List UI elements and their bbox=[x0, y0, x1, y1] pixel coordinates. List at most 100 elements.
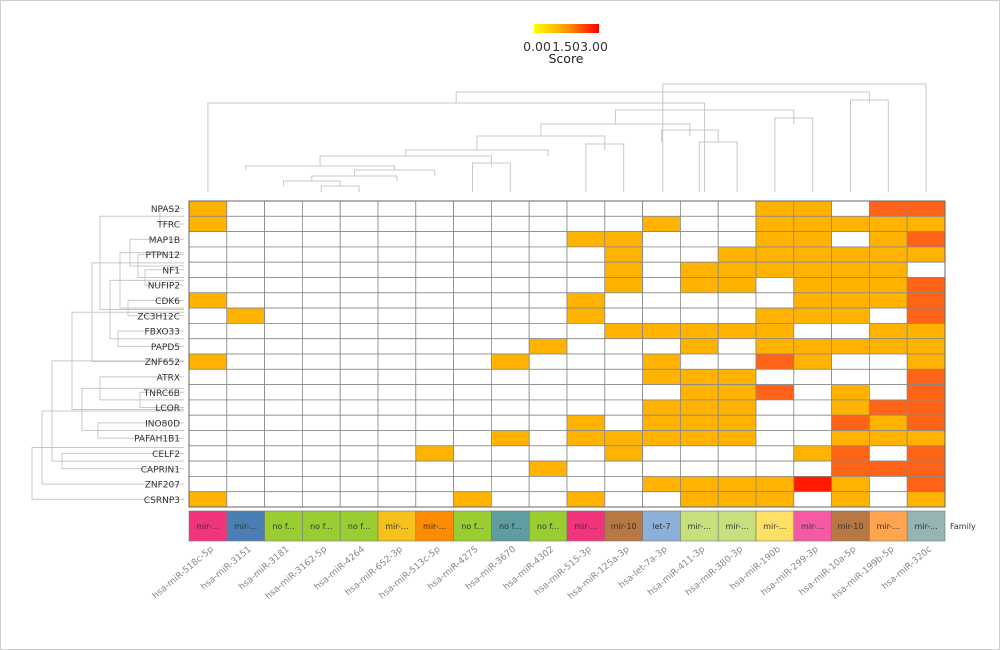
heatmap-cell bbox=[453, 307, 492, 324]
heatmap-cell bbox=[755, 460, 795, 477]
heatmap-cell bbox=[453, 475, 492, 493]
heatmap-cell bbox=[377, 475, 417, 493]
heatmap-cell bbox=[906, 414, 946, 431]
heatmap-cell bbox=[680, 292, 719, 309]
heatmap-cell bbox=[680, 384, 719, 401]
family-label: let-7 bbox=[652, 522, 670, 531]
dendrogram-link bbox=[662, 83, 927, 192]
heatmap-cell bbox=[793, 414, 832, 431]
family-swatch bbox=[869, 510, 908, 542]
heatmap-cell bbox=[301, 215, 341, 233]
column-label: hsa-miR-518c-5p bbox=[151, 544, 216, 601]
heatmap-cell bbox=[680, 200, 719, 217]
heatmap-cell bbox=[226, 200, 266, 217]
heatmap-cell bbox=[226, 215, 266, 233]
heatmap-cell bbox=[831, 277, 870, 294]
family-label: mir-... bbox=[423, 522, 446, 531]
heatmap-cell bbox=[680, 277, 719, 294]
heatmap-cell bbox=[642, 200, 681, 217]
heatmap-cell bbox=[339, 277, 379, 294]
heatmap-cell bbox=[642, 322, 681, 340]
heatmap-cell bbox=[415, 261, 454, 278]
row-label: LCOR bbox=[155, 404, 180, 414]
heatmap-cell bbox=[869, 246, 908, 263]
heatmap-cell bbox=[226, 475, 266, 493]
heatmap-cell bbox=[717, 491, 757, 508]
heatmap-cell bbox=[490, 277, 530, 294]
heatmap-cell bbox=[869, 307, 908, 324]
heatmap-cell bbox=[528, 430, 568, 447]
heatmap-cell bbox=[642, 215, 681, 233]
heatmap-cell bbox=[680, 491, 719, 508]
heatmap-cell bbox=[415, 414, 454, 431]
heatmap-cell bbox=[604, 353, 643, 370]
heatmap-cell bbox=[490, 215, 530, 233]
heatmap-cell bbox=[869, 384, 908, 401]
heatmap-cell bbox=[566, 353, 606, 370]
row-label: PAFAH1B1 bbox=[134, 435, 180, 445]
heatmap-cell bbox=[453, 200, 492, 217]
heatmap-cell bbox=[188, 261, 228, 278]
heatmap-cell bbox=[566, 399, 606, 416]
heatmap-cell bbox=[226, 491, 266, 508]
legend-gradient-bar bbox=[534, 24, 599, 33]
heatmap-cell bbox=[869, 200, 908, 217]
heatmap-cell bbox=[377, 261, 417, 278]
heatmap-cell bbox=[906, 200, 946, 217]
heatmap-cell bbox=[642, 399, 681, 416]
heatmap-cell bbox=[188, 475, 228, 493]
heatmap-cell bbox=[264, 246, 303, 263]
heatmap-cell bbox=[831, 430, 870, 447]
heatmap-cell bbox=[339, 399, 379, 416]
heatmap-cell bbox=[528, 368, 568, 385]
heatmap-cell bbox=[566, 200, 606, 217]
heatmap-cell bbox=[793, 322, 832, 340]
family-swatch bbox=[680, 510, 719, 542]
heatmap-cell bbox=[642, 430, 681, 447]
heatmap-cell bbox=[717, 414, 757, 431]
heatmap-cell bbox=[831, 414, 870, 431]
heatmap-cell bbox=[528, 384, 568, 401]
heatmap-cell bbox=[869, 414, 908, 431]
heatmap-cell bbox=[453, 292, 492, 309]
heatmap-cell bbox=[188, 445, 228, 462]
heatmap-cell bbox=[301, 322, 341, 340]
heatmap-cell bbox=[415, 231, 454, 248]
family-swatch bbox=[793, 510, 832, 542]
heatmap-cell bbox=[717, 460, 757, 477]
dendrogram-link bbox=[245, 165, 395, 170]
heatmap-cell bbox=[717, 261, 757, 278]
heatmap-cell bbox=[604, 322, 643, 340]
legend-tick-label: 3.00 bbox=[580, 39, 608, 54]
heatmap-cell bbox=[604, 399, 643, 416]
heatmap-cell bbox=[869, 460, 908, 477]
heatmap-cell bbox=[301, 368, 341, 385]
heatmap-cell bbox=[339, 231, 379, 248]
heatmap-cell bbox=[264, 475, 303, 493]
legend-tick-label: 1.50 bbox=[552, 39, 580, 54]
heatmap-cell bbox=[680, 475, 719, 493]
heatmap-cell bbox=[490, 307, 530, 324]
heatmap-cell bbox=[226, 307, 266, 324]
heatmap-cell bbox=[755, 261, 795, 278]
heatmap-cell bbox=[490, 200, 530, 217]
row-dendrogram bbox=[31, 208, 184, 500]
heatmap-cell bbox=[377, 322, 417, 340]
heatmap-cell bbox=[831, 215, 870, 233]
heatmap-cell bbox=[490, 353, 530, 370]
heatmap-cell bbox=[566, 261, 606, 278]
heatmap-cell bbox=[490, 430, 530, 447]
heatmap-cell bbox=[604, 307, 643, 324]
heatmap-cell bbox=[566, 491, 606, 508]
heatmap-cell bbox=[528, 261, 568, 278]
heatmap-cell bbox=[906, 353, 946, 370]
heatmap-cell bbox=[377, 246, 417, 263]
heatmap-cell bbox=[226, 460, 266, 477]
heatmap-cell bbox=[301, 414, 341, 431]
row-label: TFRC bbox=[156, 221, 180, 231]
heatmap-cell bbox=[415, 399, 454, 416]
heatmap-cell bbox=[755, 353, 795, 370]
heatmap-cell bbox=[604, 430, 643, 447]
heatmap-cell bbox=[264, 322, 303, 340]
heatmap-cell bbox=[528, 414, 568, 431]
